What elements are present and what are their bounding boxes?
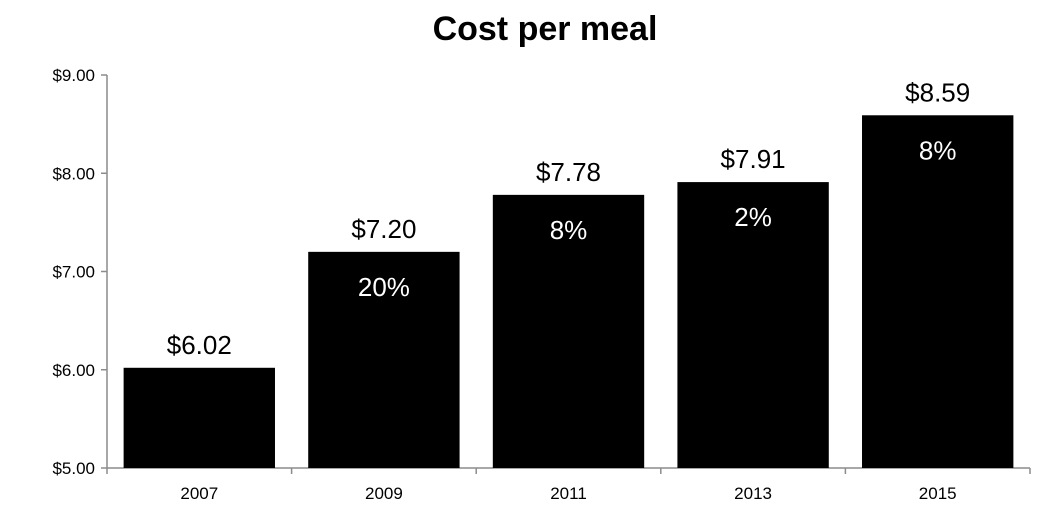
x-tick-label: 2009 [365,484,403,503]
y-tick-label: $6.00 [52,361,95,380]
value-label: $7.78 [536,157,601,187]
chart-title: Cost per meal [433,10,658,48]
x-tick-label: 2013 [734,484,772,503]
bar-2009 [308,251,460,468]
y-tick-label: $9.00 [52,66,95,85]
bar-2015 [862,115,1014,468]
bars [123,115,1014,469]
y-tick-label: $5.00 [52,459,95,478]
value-label: $7.91 [721,144,786,174]
data-labels: $6.02 $7.20 20% $7.78 8% $7.91 2% $8.59 8% [167,77,970,360]
bar-2013 [677,182,829,468]
value-label: $6.02 [167,330,232,360]
y-tick-label: $7.00 [52,263,95,282]
value-label: $8.59 [905,77,970,107]
y-tick-label: $8.00 [52,164,95,183]
value-label: $7.20 [351,214,416,244]
change-label: 8% [919,135,957,165]
change-label: 20% [358,272,410,302]
change-label: 2% [734,202,772,232]
change-label: 8% [550,215,588,245]
bar-2011 [492,194,645,469]
x-tick-label: 2011 [550,484,587,503]
bar-2007 [123,367,275,468]
x-tick-label: 2015 [919,484,957,503]
x-tick-label: 2007 [180,484,218,503]
